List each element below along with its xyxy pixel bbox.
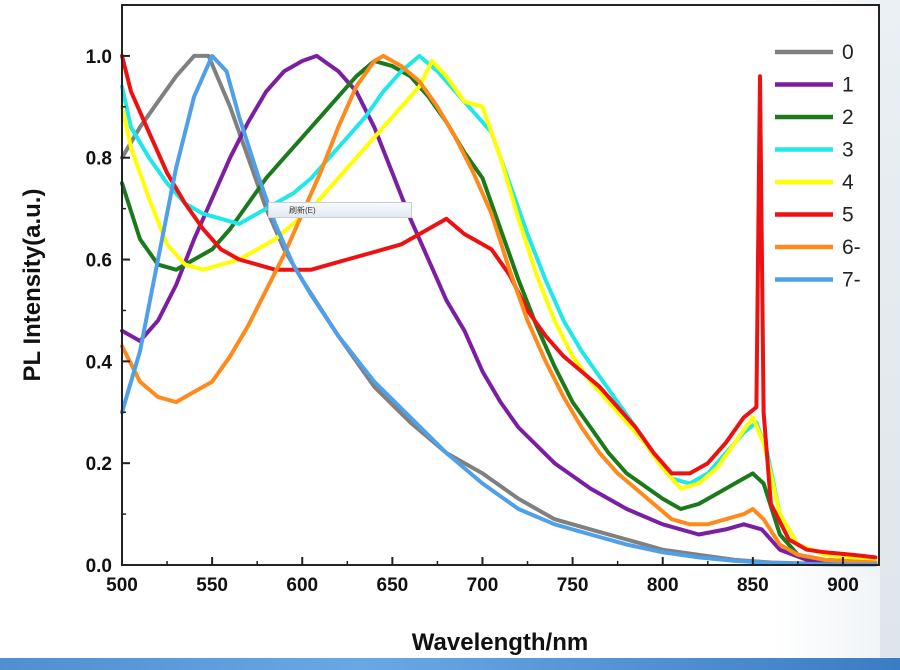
plot-area: [122, 5, 879, 565]
y-tick-label: 0.8: [86, 149, 112, 170]
legend: 0 1 2 3 4 5 6- 7-: [775, 41, 861, 292]
legend-label: 6-: [842, 236, 861, 259]
x-tick-label: 650: [377, 575, 409, 596]
y-tick-label: 0.6: [86, 251, 112, 272]
x-tick-label: 500: [106, 575, 138, 596]
series-line-2: [120, 59, 878, 565]
series-line-5: [120, 53, 878, 560]
window-edge: [880, 0, 900, 660]
y-tick-label: 1.0: [86, 47, 112, 68]
x-tick-label: 900: [827, 575, 859, 596]
x-tick-label: 550: [196, 575, 228, 596]
legend-label: 0: [842, 41, 854, 64]
x-tick-label: 700: [467, 575, 499, 596]
series-line-1: [120, 53, 878, 566]
legend-label: 3: [842, 139, 854, 162]
series-line-7: [120, 53, 878, 567]
x-tick-label: 850: [737, 575, 769, 596]
y-tick-label: 0.2: [86, 454, 112, 475]
y-tick-label: 0.0: [86, 556, 112, 577]
legend-label: 4: [842, 171, 854, 194]
y-axis-title: PL Intensity(a.u.): [19, 189, 46, 382]
taskbar-strip: [0, 658, 900, 670]
pl-spectrum-chart: 500 550 600 650 700 750 800 850 900 0.0 0.2 0.4 0.6 0…: [19, 4, 880, 656]
x-tick-label: 750: [557, 575, 589, 596]
x-tick-label: 800: [647, 575, 679, 596]
legend-label: 7-: [842, 269, 861, 292]
series-line-6: [120, 53, 878, 565]
legend-label: 5: [842, 204, 854, 227]
plot-frame: [121, 4, 880, 566]
series-layer: [120, 53, 878, 567]
y-tick-label: 0.4: [86, 352, 113, 373]
x-axis-title: Wavelength/nm: [412, 629, 588, 656]
context-menu-tooltip[interactable]: 刷新(E): [268, 202, 412, 218]
x-tick-label: 600: [286, 575, 318, 596]
legend-label: 2: [842, 106, 854, 129]
axis-ticks: 500 550 600 650 700 750 800 850 900 0.0 0.2 0.4 0.6 0…: [86, 4, 859, 596]
legend-label: 1: [842, 74, 854, 97]
series-line-4: [120, 59, 878, 562]
